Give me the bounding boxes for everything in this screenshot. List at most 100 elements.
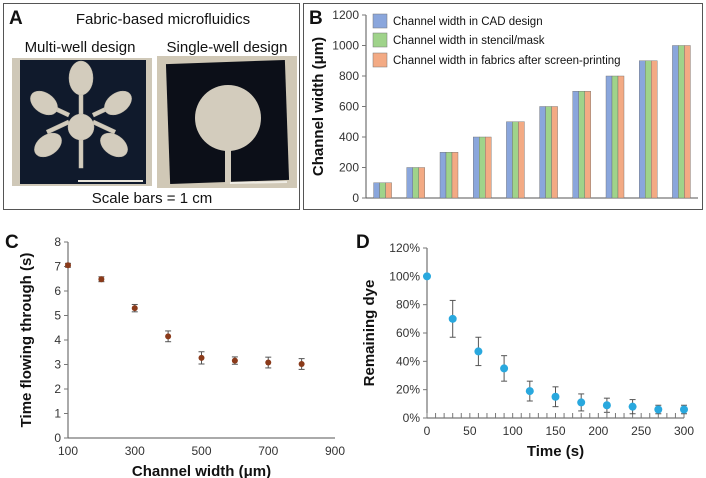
bar-0-500 — [506, 121, 513, 199]
bar-0-400 — [473, 136, 480, 199]
chart-c-y-tick-label: 8 — [54, 235, 61, 249]
chart-d-y-tick-label: 0% — [403, 411, 421, 425]
chart-c-point — [298, 361, 305, 368]
bar-2-400 — [485, 136, 492, 199]
chart-d-y-axis-title: Remaining dye — [361, 280, 378, 387]
chart-c-point — [65, 262, 71, 269]
chart-b-y-axis-title: Channel width (μm) — [310, 37, 327, 176]
chart-d-point — [628, 402, 637, 411]
scale-note: Scale bars = 1 cm — [92, 190, 212, 207]
bar-1-500 — [512, 121, 519, 199]
chart-c-x-tick-label: 100 — [58, 444, 78, 458]
chart-d-point — [474, 347, 483, 356]
bar-1-1000 — [678, 45, 685, 199]
chart-c-point — [231, 357, 238, 364]
bar-1-600 — [545, 106, 552, 199]
chart-c-y-tick-label: 0 — [54, 431, 61, 445]
single-well-channel — [225, 148, 231, 184]
chart-c-x-axis-title: Channel width (μm) — [132, 463, 271, 478]
chart-d-letter: D — [356, 232, 370, 253]
chart-c-x-tick-label: 300 — [125, 444, 145, 458]
chart-d-x-tick-label: 0 — [424, 424, 431, 438]
bar-1-400 — [479, 136, 486, 199]
chart-d-x-tick-label: 150 — [545, 424, 565, 438]
chart-d-point — [654, 405, 663, 414]
panel-a-letter: A — [9, 8, 23, 29]
single-well-scale-bar — [229, 181, 288, 184]
chart-d-point — [525, 387, 534, 396]
chart-b-y-tick-label: 0 — [352, 191, 359, 205]
bar-2-600 — [551, 106, 558, 199]
bar-0-300 — [439, 152, 447, 199]
chart-d-y-tick-label: 60% — [396, 326, 420, 340]
chart-d-point — [500, 364, 509, 373]
chart-c-x-tick-label: 500 — [191, 444, 211, 458]
chart-c-y-tick-label: 2 — [54, 382, 61, 396]
chart-c-point — [165, 333, 172, 340]
chart-c-y-tick-label: 7 — [54, 260, 61, 274]
bar-0-100 — [373, 182, 380, 199]
chart-c-letter: C — [5, 232, 19, 253]
chart-d-point — [577, 398, 586, 407]
chart-b-legend-swatch-1 — [372, 32, 388, 48]
bar-2-300 — [451, 152, 459, 199]
chart-d-y-tick-label: 100% — [389, 269, 420, 283]
chart-b-letter: B — [309, 8, 323, 29]
multi-well-photo — [12, 58, 152, 186]
panel-b-frame — [303, 3, 703, 210]
chart-c-x-tick-label: 900 — [325, 444, 345, 458]
bar-1-800 — [611, 75, 619, 199]
chart-c-y-tick-label: 1 — [54, 407, 61, 421]
multi-well-pattern — [30, 60, 132, 169]
chart-b-legend-swatch-2 — [372, 52, 388, 68]
single-well-circle — [195, 85, 261, 151]
chart-d-x-tick-label: 50 — [463, 424, 477, 438]
bar-2-800 — [617, 75, 625, 199]
chart-d-y-tick-label: 80% — [396, 298, 420, 312]
bar-0-800 — [605, 75, 613, 199]
chart-d-x-tick-label: 300 — [674, 424, 694, 438]
chart-b-y-tick-label: 800 — [339, 69, 359, 83]
chart-b-legend-label-1: Channel width in stencil/mask — [393, 35, 545, 47]
chart-d-point — [423, 272, 431, 281]
panel-a: A Fabric-based microfluidics Multi-well … — [9, 8, 297, 207]
bar-2-500 — [518, 121, 525, 199]
bar-0-900 — [639, 60, 646, 199]
chart-c-y-axis-title: Time flowing through (s) — [18, 253, 35, 428]
chart-c-y-tick-label: 5 — [54, 309, 61, 323]
chart-d-y-tick-label: 40% — [396, 354, 420, 368]
panel-a-frame — [3, 3, 300, 210]
chart-c-point — [198, 354, 205, 361]
chart-d-x-tick-label: 100 — [503, 424, 523, 438]
bar-0-1000 — [672, 45, 679, 199]
chart-c-point — [98, 276, 105, 283]
bar-2-200 — [418, 167, 425, 199]
chart-b: B 0 200 400 600 800 1000 1200 Channel width (μm)… — [309, 8, 698, 205]
bar-1-700 — [578, 91, 585, 199]
bar-1-200 — [412, 167, 419, 199]
bar-1-900 — [645, 60, 652, 199]
bar-1-100 — [379, 182, 386, 199]
bar-0-200 — [406, 167, 413, 199]
chart-c-y-tick-label: 3 — [54, 358, 61, 372]
bar-2-100 — [385, 182, 392, 199]
chart-b-y-tick-label: 400 — [339, 130, 359, 144]
chart-b-y-tick-label: 600 — [339, 100, 359, 114]
chart-c-point — [265, 359, 272, 366]
chart-b-legend-label-0: Channel width in CAD design — [393, 16, 543, 28]
chart-d-x-axis-title: Time (s) — [527, 443, 584, 460]
chart-c: C 0 1 2 3 4 5 6 7 8 100 300 500 700 900 Channel width (… — [5, 232, 345, 478]
bar-1-300 — [445, 152, 453, 199]
chart-c-x-tick-label: 700 — [258, 444, 278, 458]
chart-c-point — [131, 305, 138, 312]
panel-a-title: Fabric-based microfluidics — [76, 11, 250, 28]
bar-2-900 — [651, 60, 658, 199]
chart-d-y-tick-label: 120% — [389, 241, 420, 255]
chart-d-point — [551, 392, 560, 401]
chart-d-point — [448, 314, 457, 323]
single-well-label: Single-well design — [167, 39, 288, 56]
bar-0-700 — [572, 91, 579, 199]
multi-well-label: Multi-well design — [25, 39, 136, 56]
chart-d-x-tick-label: 200 — [588, 424, 608, 438]
